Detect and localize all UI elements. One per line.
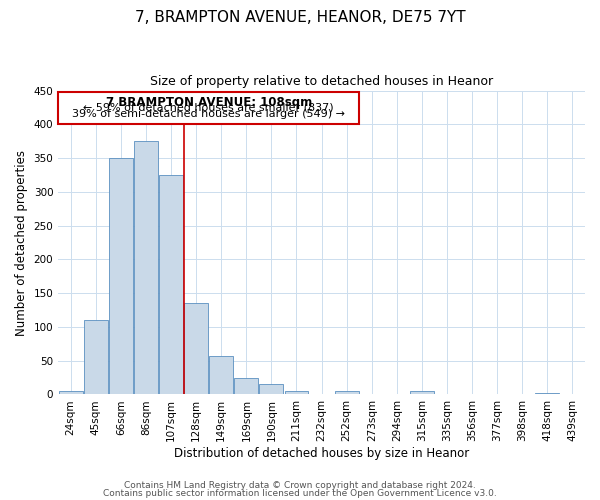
Bar bbox=[184, 304, 208, 394]
Text: 7, BRAMPTON AVENUE, HEANOR, DE75 7YT: 7, BRAMPTON AVENUE, HEANOR, DE75 7YT bbox=[134, 10, 466, 25]
Bar bbox=[59, 391, 83, 394]
Text: 39% of semi-detached houses are larger (549) →: 39% of semi-detached houses are larger (… bbox=[72, 110, 345, 120]
Text: Contains public sector information licensed under the Open Government Licence v3: Contains public sector information licen… bbox=[103, 488, 497, 498]
Y-axis label: Number of detached properties: Number of detached properties bbox=[15, 150, 28, 336]
Bar bbox=[410, 391, 434, 394]
Bar bbox=[159, 175, 183, 394]
Text: Contains HM Land Registry data © Crown copyright and database right 2024.: Contains HM Land Registry data © Crown c… bbox=[124, 481, 476, 490]
FancyBboxPatch shape bbox=[58, 92, 359, 124]
Bar bbox=[235, 378, 258, 394]
Bar bbox=[335, 391, 359, 394]
Bar bbox=[209, 356, 233, 395]
Bar bbox=[535, 393, 559, 394]
Title: Size of property relative to detached houses in Heanor: Size of property relative to detached ho… bbox=[150, 75, 493, 88]
Bar bbox=[259, 384, 283, 394]
X-axis label: Distribution of detached houses by size in Heanor: Distribution of detached houses by size … bbox=[174, 447, 469, 460]
Bar bbox=[84, 320, 108, 394]
Bar bbox=[284, 391, 308, 394]
Text: ← 59% of detached houses are smaller (837): ← 59% of detached houses are smaller (83… bbox=[83, 102, 334, 113]
Bar bbox=[109, 158, 133, 394]
Bar bbox=[134, 141, 158, 395]
Text: 7 BRAMPTON AVENUE: 108sqm: 7 BRAMPTON AVENUE: 108sqm bbox=[106, 96, 312, 109]
